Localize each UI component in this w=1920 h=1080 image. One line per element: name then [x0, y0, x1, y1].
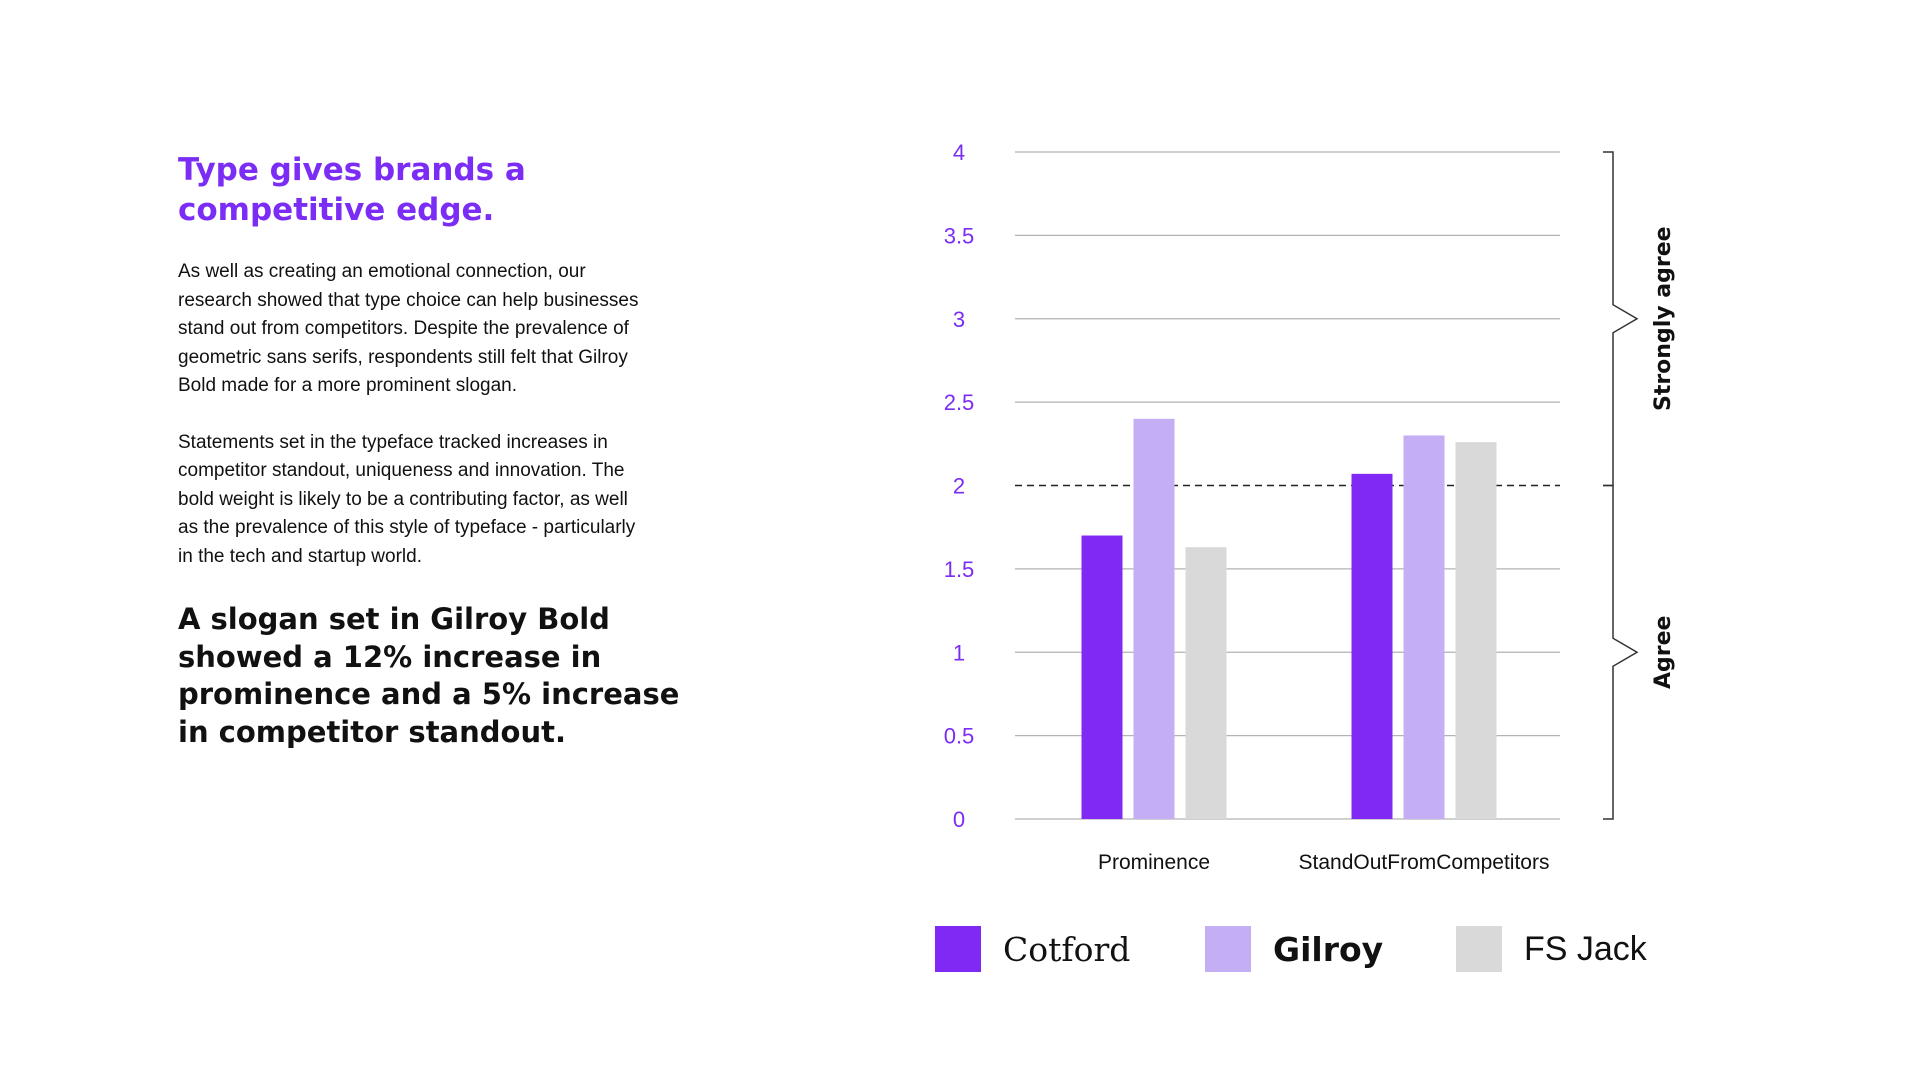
y-tick-label: 2 — [953, 474, 965, 499]
bar-gilroy-1 — [1403, 435, 1445, 819]
callout-statement: A slogan set in Gilroy Bold showed a 12%… — [178, 602, 680, 749]
legend-item-cotford: Cotford — [935, 925, 1130, 973]
agreement-brackets: Strongly agree Agree — [1603, 151, 1676, 820]
body-paragraph-2: Statements set in the typeface tracked i… — [178, 431, 636, 567]
y-tick-label: 2.5 — [944, 390, 975, 415]
legend-swatch-cotford — [935, 926, 981, 972]
bracket-label: Strongly agree — [1651, 226, 1676, 411]
legend-swatch-gilroy — [1205, 926, 1251, 972]
body-paragraph-1: As well as creating an emotional connect… — [178, 261, 639, 396]
headline: Type gives brands a competitive edge. — [178, 152, 526, 228]
bars — [1081, 418, 1497, 819]
legend-item-fs-jack: FS Jack — [1456, 925, 1647, 973]
grid-lines — [1015, 151, 1560, 820]
y-tick-label: 0.5 — [944, 724, 975, 749]
y-tick-label: 4 — [953, 140, 965, 165]
y-tick-label: 1.5 — [944, 557, 975, 582]
y-tick-label: 1 — [953, 640, 965, 665]
legend-label-fs-jack: FS Jack — [1524, 929, 1647, 968]
x-category-label: Prominence — [1098, 851, 1210, 874]
bracket-strongly-agree — [1603, 151, 1639, 487]
bar-fs-jack-1 — [1455, 442, 1497, 819]
legend-item-gilroy: Gilroy — [1205, 925, 1383, 973]
legend-label-gilroy: Gilroy — [1273, 929, 1384, 969]
bar-gilroy-0 — [1133, 418, 1175, 819]
bar-cotford-1 — [1351, 473, 1393, 819]
bar-cotford-0 — [1081, 535, 1123, 819]
y-tick-label: 3 — [953, 307, 965, 332]
y-tick-label: 3.5 — [944, 223, 975, 248]
bracket-agree — [1603, 484, 1639, 820]
x-axis-category-labels: Prominence StandOutFromCompetitors — [1098, 851, 1550, 874]
legend-swatch-fs-jack — [1456, 926, 1502, 972]
x-category-label: StandOutFromCompetitors — [1299, 851, 1550, 874]
y-axis-tick-labels: 0 0.5 1 1.5 2 2.5 3 3.5 4 — [944, 140, 975, 832]
bar-fs-jack-0 — [1185, 547, 1227, 819]
text-panel: Type gives brands a competitive edge. As… — [178, 150, 698, 751]
y-tick-label: 0 — [953, 807, 965, 832]
legend-label-cotford: Cotford — [1003, 929, 1131, 969]
bracket-label: Agree — [1651, 616, 1676, 689]
